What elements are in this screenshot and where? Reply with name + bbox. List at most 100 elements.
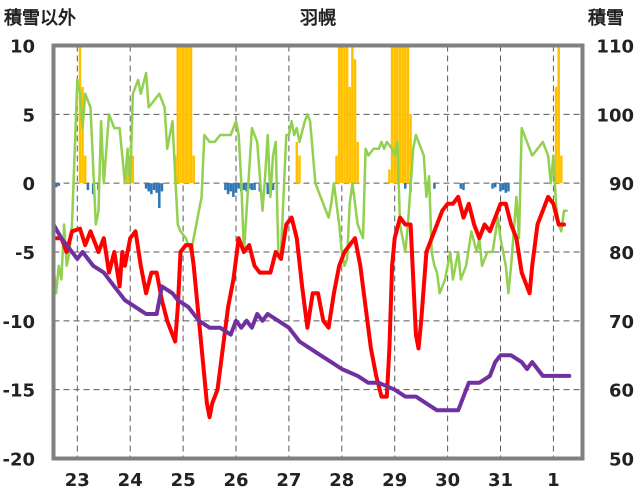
snowfall-bar [189,45,193,184]
snowfall-bar [337,45,341,184]
negative-bar [234,183,238,193]
x-tick-label: 29 [382,470,407,491]
negative-bar [86,183,90,191]
snowfall-bar [404,45,407,184]
negative-bar [155,183,158,193]
right-tick-label: 90 [609,174,634,195]
negative-bar [224,183,227,191]
negative-bar [232,183,235,197]
negative-bar [147,183,150,192]
left-tick-label: -20 [2,450,35,471]
negative-bar [250,183,254,191]
snowfall-bar [388,169,391,184]
negative-bar [54,183,58,188]
x-tick-label: 30 [435,470,460,491]
snowfall-bar [335,155,338,184]
purple-snow-depth-line [51,222,572,413]
right-tick-label: 70 [609,312,634,333]
right-tick-label: 100 [596,105,634,126]
chart-title: 羽幌 [300,7,336,29]
snowfall-bar [179,45,182,184]
negative-bar [226,183,230,195]
negative-bar [144,183,148,189]
negative-bar [242,183,246,191]
negative-bar [253,183,256,191]
x-tick-label: 23 [65,470,90,491]
snowfall-bar [356,141,359,184]
negative-bar [160,183,164,192]
snowfall-bar [126,155,129,184]
left-axis-title: 積雪以外 [3,7,76,29]
negative-bar [491,183,494,189]
left-tick-label: -10 [2,312,35,333]
negative-bar [462,183,465,191]
negative-bar [501,183,505,191]
snowfall-bar [396,45,399,184]
right-tick-label: 80 [609,243,634,264]
red-series-line [51,194,566,420]
plot-frame [51,43,585,461]
snowfall-bar [345,45,349,184]
left-tick-label: 10 [10,37,35,58]
negative-bar [507,183,510,192]
negative-bar [504,183,508,193]
snowfall-bar [192,155,195,184]
snowfall-bar [298,155,301,184]
negative-bar [57,183,61,186]
negative-bar [499,183,502,192]
snowfall-bar [406,45,410,184]
x-tick-label: 27 [276,470,301,491]
negative-bar [459,183,463,189]
snowfall-bar [390,45,394,184]
snowfall-bar [181,45,185,184]
snowfall-bar [398,45,402,184]
snowfall-bar [78,45,82,184]
negative-bar [493,183,497,188]
snowfall-bar [176,45,180,184]
negative-bar [237,183,240,189]
snowfall-bar [184,45,188,184]
left-tick-label: -5 [15,243,35,264]
snowfall-bar [131,155,135,184]
negative-bar [158,183,161,208]
axis-tick-labels: 10 110 5 100 0 90 -5 80 -10 70 -15 60 -20 50 23 24 25 26 2… [2,37,634,492]
x-tick-label: 31 [488,470,513,491]
snowfall-bar [83,155,87,184]
x-tick-label: 25 [171,470,196,491]
snowfall-bar [351,45,354,184]
right-tick-label: 60 [609,381,634,402]
snowfall-bar [81,86,84,184]
precipitation-bars [54,45,563,208]
series-lines [51,71,572,420]
x-tick-label: 24 [118,470,143,491]
snowfall-bar [409,114,412,184]
negative-bar [150,183,153,195]
x-tick-label: 28 [329,470,354,491]
snowfall-bar [348,86,351,184]
negative-bar [433,183,436,189]
green-series-line [52,71,568,295]
left-tick-label: -15 [2,381,35,402]
negative-bar [245,183,248,192]
left-tick-label: 0 [22,174,35,195]
right-axis-title: 積雪 [587,7,624,29]
negative-bar [271,183,275,191]
snowfall-bar [554,86,558,184]
negative-bar [266,183,270,195]
snowfall-bar [393,45,396,184]
snowfall-bar [295,141,299,184]
right-tick-label: 50 [609,450,634,471]
negative-bar [404,183,407,189]
snowfall-bar [343,45,346,184]
x-tick-label: 26 [223,470,248,491]
negative-bar [229,183,232,192]
snowfall-bar [560,155,563,184]
snowfall-bar [401,45,404,184]
snowfall-bar [340,45,344,184]
snowfall-bar [353,59,357,184]
left-tick-label: 5 [22,105,35,126]
snowfall-bar [557,45,560,184]
snowfall-bar [187,45,190,184]
negative-bar [152,183,156,191]
